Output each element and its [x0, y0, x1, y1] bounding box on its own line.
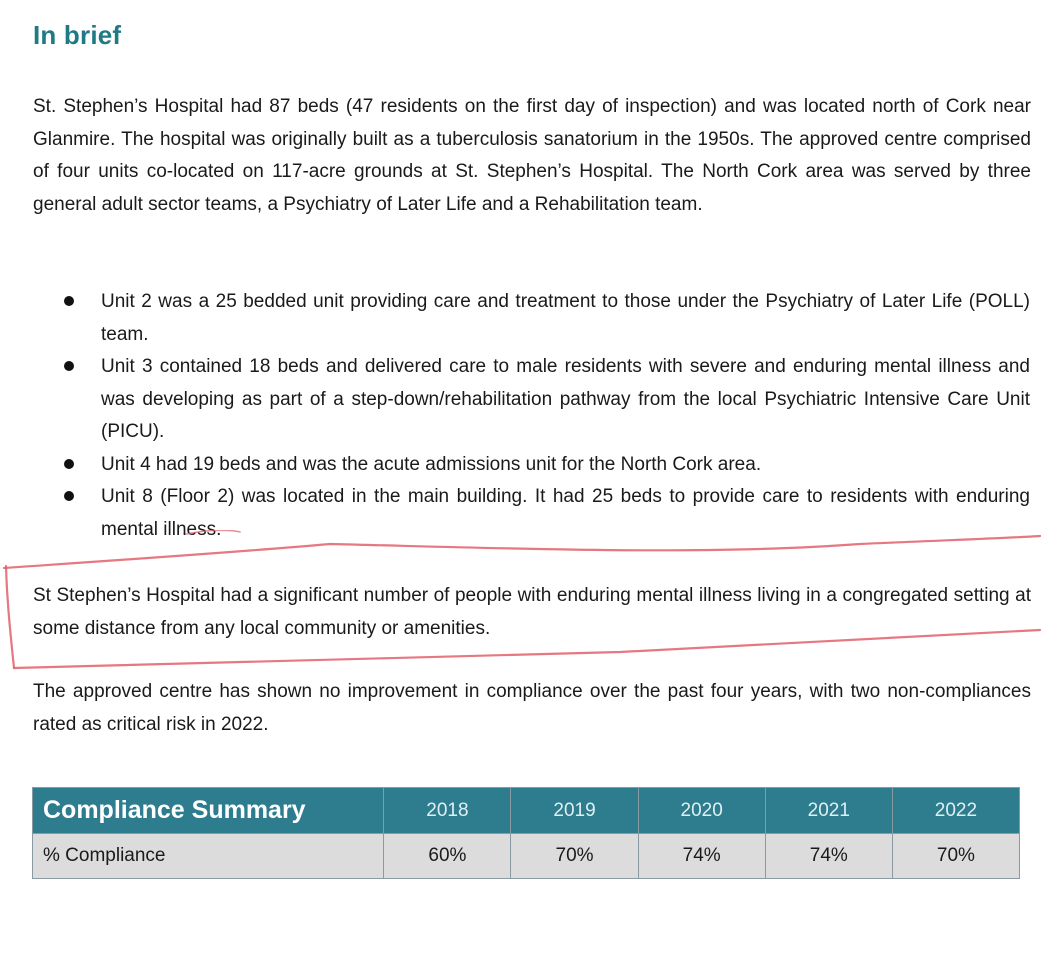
list-item-text: Unit 3 contained 18 beds and delivered c… — [101, 356, 1030, 442]
table-header-row: Compliance Summary 2018 2019 2020 2021 2… — [31, 787, 1021, 834]
list-item: Unit 2 was a 25 bedded unit providing ca… — [0, 286, 1030, 351]
year-header: 2019 — [510, 787, 639, 834]
list-item: Unit 8 (Floor 2) was located in the main… — [0, 481, 1030, 546]
compliance-value: 60% — [383, 833, 512, 879]
year-header: 2020 — [637, 787, 766, 834]
compliance-summary-table: Compliance Summary 2018 2019 2020 2021 2… — [31, 787, 1021, 879]
congregated-setting-paragraph: St Stephen’s Hospital had a significant … — [33, 585, 1031, 639]
table-row: % Compliance 60% 70% 74% 74% 70% — [31, 833, 1021, 879]
bullet-icon — [64, 458, 74, 469]
list-item-text: Unit 8 (Floor 2) was located in the main… — [101, 486, 1030, 540]
table-title: Compliance Summary — [31, 787, 385, 834]
unit-list: Unit 2 was a 25 bedded unit providing ca… — [0, 286, 1042, 546]
list-item: Unit 4 had 19 beds and was the acute adm… — [0, 449, 1030, 482]
year-header: 2018 — [383, 787, 512, 834]
section-heading: In brief — [33, 20, 122, 50]
bullet-icon — [64, 361, 74, 371]
compliance-value: 74% — [637, 833, 766, 879]
row-label: % Compliance — [31, 833, 385, 879]
bullet-icon — [64, 296, 74, 306]
year-header: 2021 — [764, 787, 893, 834]
compliance-value: 74% — [764, 833, 893, 879]
bullet-icon — [64, 491, 74, 501]
list-item: Unit 3 contained 18 beds and delivered c… — [0, 351, 1030, 449]
list-item-text: Unit 4 had 19 beds and was the acute adm… — [101, 453, 762, 475]
compliance-value: 70% — [510, 833, 639, 879]
compliance-trend-paragraph: The approved centre has shown no improve… — [33, 681, 1031, 735]
compliance-value: 70% — [891, 833, 1021, 879]
list-item-text: Unit 2 was a 25 bedded unit providing ca… — [101, 291, 1030, 345]
intro-paragraph: St. Stephen’s Hospital had 87 beds (47 r… — [33, 96, 1031, 215]
year-header: 2022 — [891, 787, 1021, 834]
